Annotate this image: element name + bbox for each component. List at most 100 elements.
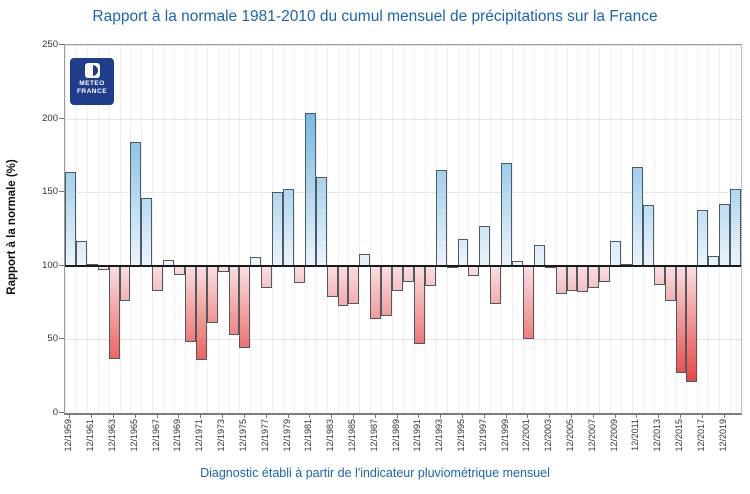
- bar-12-1972: [206, 265, 218, 324]
- v-gridline: [457, 45, 460, 413]
- x-tick-mark: [658, 414, 660, 418]
- baseline-100-line: [65, 264, 741, 267]
- y-axis-title: Rapport à la normale (%): [6, 159, 18, 295]
- bar-12-2007: [588, 265, 600, 288]
- bar-12-2002: [533, 245, 545, 266]
- v-gridline: [86, 45, 89, 413]
- bar-12-1988: [381, 265, 393, 316]
- v-gridline: [708, 45, 710, 413]
- x-tick-label: 12/1973: [216, 419, 227, 452]
- h-gridline: [65, 118, 741, 120]
- y-tick-mark: [59, 117, 64, 119]
- v-gridline: [686, 45, 688, 413]
- bar-12-1993: [435, 170, 447, 266]
- bar-12-1992: [424, 265, 436, 287]
- v-gridline: [577, 45, 579, 413]
- bar-12-1980: [293, 265, 305, 284]
- x-tick-label: 12/2011: [630, 419, 641, 451]
- x-tick-label: 12/1975: [237, 419, 248, 452]
- x-tick-label: 12/2015: [674, 419, 685, 452]
- meteo-france-icon: [84, 63, 100, 78]
- v-gridline: [621, 45, 623, 413]
- v-gridline: [119, 45, 122, 413]
- x-tick-label: 12/2013: [652, 419, 663, 452]
- x-tick-mark: [309, 414, 311, 418]
- x-tick-mark: [571, 414, 572, 418]
- x-tick-label: 12/1987: [368, 419, 379, 452]
- y-tick-label: 150: [42, 186, 58, 198]
- bar-12-2004: [555, 265, 567, 294]
- v-gridline: [370, 45, 372, 413]
- bottom-caption: Diagnostic établi à partir de l'indicate…: [200, 466, 550, 480]
- bar-12-1995: [457, 239, 469, 266]
- x-tick-label: 12/1965: [128, 419, 139, 452]
- x-tick-label: 12/2009: [608, 419, 619, 452]
- x-tick-mark: [156, 414, 158, 418]
- bar-12-1996: [468, 265, 480, 277]
- v-gridline: [490, 45, 492, 413]
- v-gridline: [293, 45, 296, 413]
- v-gridline: [184, 45, 187, 413]
- x-tick-label: 12/1981: [303, 419, 314, 452]
- bar-12-2005: [566, 265, 578, 291]
- v-gridline: [446, 45, 449, 413]
- bar-12-2016: [686, 265, 698, 383]
- bar-12-1964: [119, 265, 131, 302]
- x-tick-label: 12/1997: [477, 419, 488, 452]
- v-gridline: [239, 45, 241, 413]
- plot-area: [64, 44, 742, 415]
- x-tick-mark: [200, 414, 202, 418]
- bar-12-1967: [152, 265, 164, 291]
- bar-12-1983: [326, 265, 338, 297]
- h-gridline: [65, 192, 741, 194]
- x-tick-mark: [527, 414, 529, 418]
- v-gridline: [250, 45, 252, 413]
- v-gridline: [348, 45, 350, 413]
- x-tick-mark: [352, 414, 354, 418]
- bar-12-1977: [261, 265, 273, 288]
- bar-12-2008: [599, 265, 611, 282]
- x-tick-mark: [592, 414, 594, 418]
- v-gridline: [741, 45, 743, 413]
- x-tick-mark: [418, 414, 420, 418]
- y-tick-label: 200: [42, 112, 58, 124]
- x-tick-mark: [331, 414, 333, 418]
- bar-12-2015: [675, 265, 687, 374]
- x-tick-label: 12/2017: [695, 419, 706, 452]
- bar-12-1966: [141, 198, 153, 266]
- x-tick-label: 12/1995: [455, 419, 466, 452]
- v-gridline: [228, 45, 231, 413]
- x-tick-mark: [396, 414, 398, 418]
- x-tick-mark: [91, 414, 93, 418]
- x-tick-label: 12/2001: [521, 419, 532, 452]
- v-gridline: [261, 45, 263, 413]
- bar-12-1963: [108, 265, 120, 359]
- y-tick-label: 50: [47, 333, 58, 345]
- v-gridline: [359, 45, 361, 413]
- x-tick-mark: [701, 414, 703, 418]
- v-gridline: [108, 45, 111, 413]
- bar-12-1959: [65, 171, 76, 266]
- bar-12-1991: [413, 265, 425, 344]
- x-tick-mark: [69, 414, 71, 418]
- bar-12-1998: [490, 265, 502, 305]
- v-gridline: [588, 45, 590, 413]
- v-gridline: [675, 45, 678, 413]
- v-gridline: [174, 45, 176, 413]
- v-gridline: [337, 45, 340, 413]
- x-tick-mark: [265, 414, 267, 418]
- meteo-france-logo: METEO FRANCE: [70, 58, 114, 105]
- x-tick-mark: [614, 414, 616, 418]
- x-tick-mark: [440, 414, 442, 418]
- bar-12-1989: [392, 265, 403, 291]
- x-tick-label: 12/1971: [194, 419, 205, 452]
- bar-12-1969: [174, 265, 185, 275]
- y-tick-label: 100: [42, 259, 58, 271]
- chart-title: Rapport à la normale 1981-2010 du cumul …: [92, 8, 658, 25]
- x-tick-mark: [723, 414, 725, 418]
- y-tick-mark: [59, 191, 64, 193]
- bar-12-2012: [642, 205, 654, 266]
- x-tick-mark: [287, 414, 289, 418]
- x-tick-mark: [461, 414, 463, 418]
